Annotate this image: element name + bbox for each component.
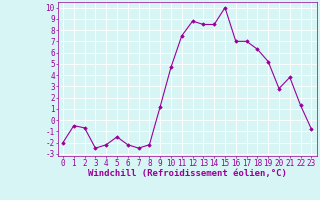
X-axis label: Windchill (Refroidissement éolien,°C): Windchill (Refroidissement éolien,°C) [88,169,287,178]
